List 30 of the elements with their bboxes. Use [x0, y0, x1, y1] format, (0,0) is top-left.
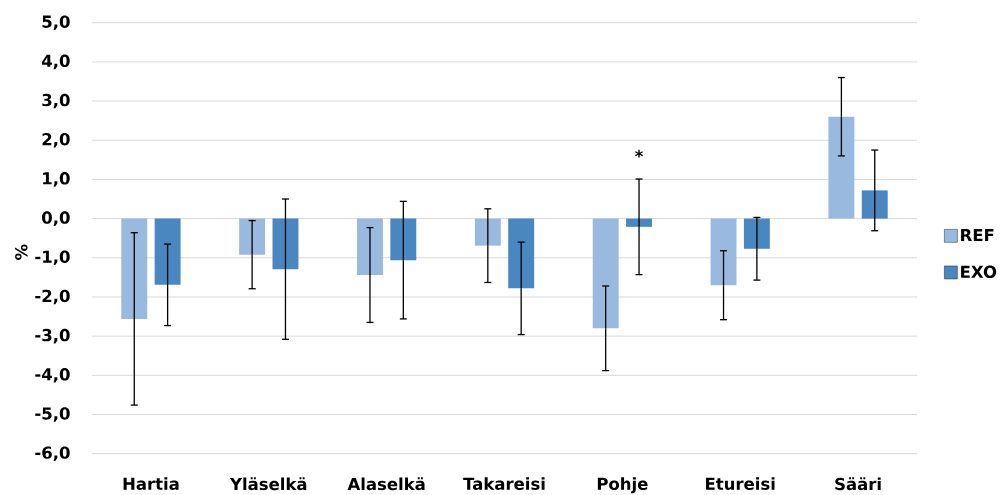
y-tick-label: 1,0: [43, 172, 70, 187]
bar: [828, 116, 855, 219]
bar: [626, 218, 652, 227]
bar: [390, 218, 417, 261]
bar: [592, 218, 619, 329]
y-tick-label: 0,0: [42, 211, 70, 226]
x-tick-label: Takareisi: [463, 477, 545, 490]
y-tick-label: -5,0: [35, 407, 70, 422]
y-tick-label: -2,0: [35, 289, 70, 305]
x-tick-label: Hartia: [123, 477, 179, 490]
x-tick-label: Pohje: [597, 477, 648, 494]
x-tick-label: Alaselkä: [347, 477, 425, 491]
x-tick-label: Etureisi: [706, 477, 775, 490]
x-tick-label: Yläselkä: [229, 477, 307, 491]
bar: [474, 218, 501, 246]
bar: [272, 218, 299, 270]
y-tick-label: 2,0: [42, 132, 70, 148]
legend-label: EXO: [961, 265, 997, 279]
y-tick-label: -1,0: [35, 250, 70, 266]
y-tick-label: 4,0: [41, 54, 70, 70]
x-tick-label: Sääri: [835, 477, 881, 491]
y-tick-label: -3,0: [35, 328, 70, 344]
legend-label: REF: [961, 229, 994, 242]
annotation: *: [635, 149, 643, 158]
bar: [861, 190, 888, 219]
y-tick-label: -6,0: [35, 446, 70, 461]
y-tick-label: -4,0: [35, 368, 70, 383]
y-axis-title: %: [15, 244, 28, 260]
y-tick-label: 5,0: [42, 15, 70, 30]
y-tick-label: 3,0: [42, 93, 70, 109]
